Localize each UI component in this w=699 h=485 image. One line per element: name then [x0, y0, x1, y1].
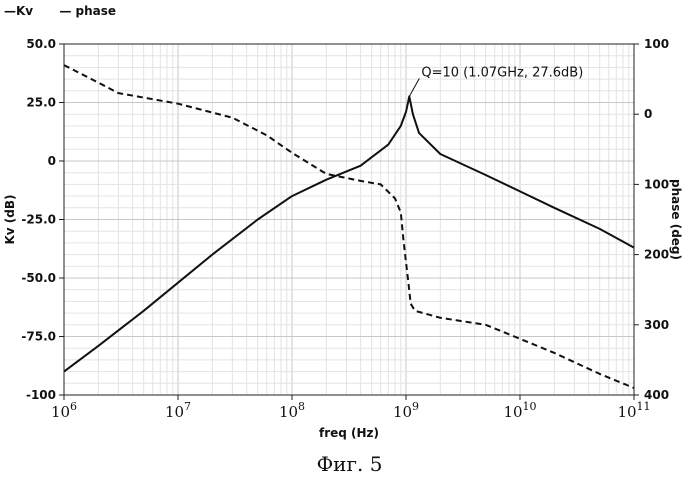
- x-tick-label: 107: [165, 400, 191, 421]
- x-tick-label: 109: [393, 400, 419, 421]
- annotations: Q=10 (1.07GHz, 27.6dB): [408, 65, 583, 97]
- y2-tick-label: 100: [644, 37, 669, 51]
- y2-tick-label: 300: [644, 318, 669, 332]
- legend-item-phase: — phase: [59, 4, 117, 18]
- grid: [63, 43, 634, 396]
- annotation-leader: [408, 78, 420, 97]
- x-tick-label: 106: [51, 400, 77, 421]
- y2-tick-label: 400: [644, 388, 669, 402]
- y-tick-label: 0: [48, 154, 56, 168]
- y2-tick-label: 200: [644, 248, 669, 262]
- series-group: [63, 64, 635, 389]
- y2-tick-label: 100: [644, 177, 669, 191]
- y-tick-label: 25.0: [26, 96, 56, 110]
- y2-tick-label: 0: [644, 107, 652, 121]
- y-ticks: 50.0 25.0 0 -25.0 -50.0 -75.0 -100: [21, 37, 64, 402]
- chart: 106 107 108 109 1010 1011 50.0 25.0 0 -25.0 -50.0…: [3, 37, 683, 440]
- series-line-kv: [63, 95, 635, 373]
- y2-axis-label: phase (deg): [669, 179, 683, 260]
- annotation-label: Q=10 (1.07GHz, 27.6dB): [421, 65, 583, 80]
- y2-ticks: 100 0 100 200 300 400: [634, 37, 669, 402]
- y-tick-label: -50.0: [21, 271, 56, 285]
- x-ticks: 106 107 108 109 1010 1011: [51, 395, 651, 421]
- x-tick-label: 108: [279, 400, 305, 421]
- y-tick-label: -25.0: [21, 213, 56, 227]
- legend: —Kv — phase: [4, 4, 138, 18]
- y-axis-label: Kv (dB): [3, 194, 17, 244]
- figure-caption: Фиг. 5: [316, 452, 383, 476]
- series-line-phase: [63, 64, 635, 389]
- y-tick-label: -75.0: [21, 330, 56, 344]
- y-tick-label: -100: [26, 388, 56, 402]
- legend-item-kv: —Kv: [4, 4, 34, 18]
- y-tick-label: 50.0: [26, 37, 56, 51]
- x-tick-label: 1010: [503, 400, 536, 421]
- x-axis-label: freq (Hz): [319, 426, 379, 440]
- x-tick-label: 1011: [617, 400, 650, 421]
